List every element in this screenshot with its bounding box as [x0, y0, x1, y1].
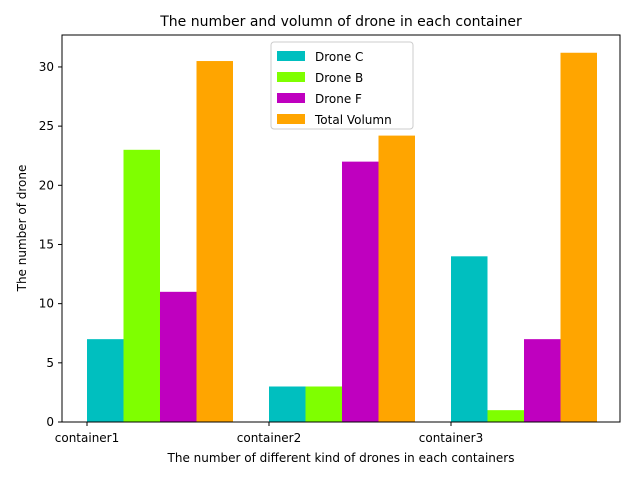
- y-tick-label: 30: [39, 60, 54, 74]
- bar-total-volumn-container3: [560, 52, 597, 423]
- bar-drone-b-container1: [123, 149, 160, 423]
- y-tick-label: 20: [39, 178, 54, 192]
- x-tick-label: container3: [419, 431, 484, 445]
- legend-label: Drone C: [315, 50, 363, 64]
- legend: Drone C Drone B Drone F Total Volumn: [270, 41, 414, 130]
- legend-label: Total Volumn: [314, 113, 392, 127]
- x-axis: container1 container2 container3: [55, 422, 484, 445]
- bar-drone-b-container3: [487, 410, 524, 422]
- y-tick-label: 10: [39, 297, 54, 311]
- bar-drone-b-container2: [305, 386, 342, 422]
- y-tick-label: 25: [39, 119, 54, 133]
- bar-drone-c-container3: [451, 256, 488, 422]
- legend-frame: [270, 41, 414, 130]
- x-tick-label: container2: [237, 431, 302, 445]
- bar-total-volumn-container1: [196, 61, 233, 423]
- legend-label: Drone B: [315, 71, 363, 85]
- legend-swatch: [277, 51, 305, 61]
- y-axis-label: The number of drone: [15, 165, 29, 293]
- plot-frame: [61, 34, 621, 423]
- bar-drone-f-container2: [342, 161, 379, 422]
- bar-drone-f-container3: [524, 339, 561, 422]
- y-tick-label: 0: [46, 415, 54, 429]
- x-axis-label: The number of different kind of drones i…: [167, 451, 515, 465]
- legend-swatch: [277, 72, 305, 82]
- bar-drone-c-container1: [87, 339, 124, 422]
- y-tick-label: 15: [39, 237, 54, 251]
- y-axis: 0 5 10 15 20 25 30: [39, 60, 62, 429]
- bar-drone-f-container1: [160, 291, 197, 422]
- bar-drone-c-container2: [269, 386, 306, 422]
- chart-title: The number and volumn of drone in each c…: [159, 14, 522, 30]
- legend-swatch: [277, 93, 305, 103]
- bars-group: [87, 52, 597, 423]
- x-tick-label: container1: [55, 431, 120, 445]
- y-tick-label: 5: [46, 356, 54, 370]
- bar-total-volumn-container2: [378, 135, 415, 423]
- legend-label: Drone F: [315, 92, 362, 106]
- legend-swatch: [277, 114, 305, 124]
